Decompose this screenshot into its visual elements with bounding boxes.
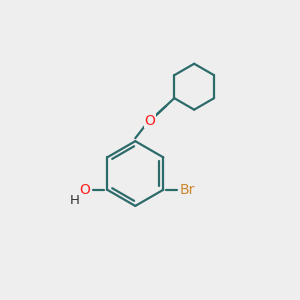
Text: Br: Br [180,183,195,197]
Text: H: H [70,194,80,207]
Text: O: O [79,183,90,197]
Text: O: O [145,114,155,128]
